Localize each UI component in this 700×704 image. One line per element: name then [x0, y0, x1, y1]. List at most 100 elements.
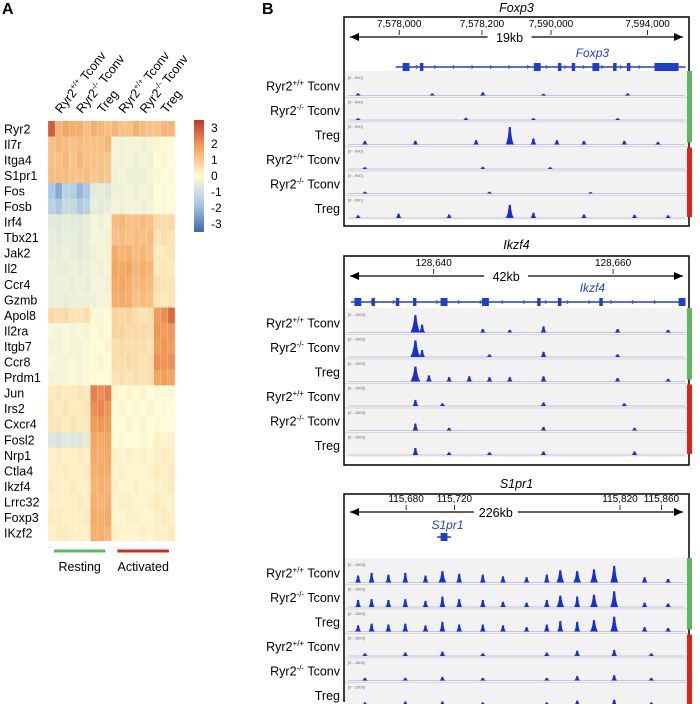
heatmap	[47, 121, 176, 542]
track-label-main: Ryr2	[270, 177, 296, 191]
heatmap-cell	[69, 400, 77, 417]
column-label: Treg	[95, 87, 122, 116]
gene-name: Foxp3	[576, 46, 610, 60]
heatmap-cell	[153, 245, 162, 262]
track-label-sup: -/-	[297, 413, 305, 422]
gene-exon	[654, 63, 679, 71]
heatmap-cell	[139, 494, 147, 511]
heatmap-cell	[118, 432, 126, 448]
heatmap-cell	[118, 229, 126, 246]
gene-exon	[599, 298, 603, 306]
signal-peak	[361, 191, 368, 194]
heatmap-cell	[132, 136, 140, 153]
gene-strand-arrow	[434, 64, 437, 70]
heatmap-cell	[167, 400, 176, 417]
heatmap-cell	[167, 385, 176, 402]
heatmap-cell	[111, 229, 119, 246]
heatmap-cell	[55, 152, 63, 168]
heatmap-cell	[160, 338, 169, 355]
heatmap-cell	[118, 463, 126, 479]
signal-peak	[543, 652, 550, 656]
gene-exon	[613, 63, 617, 71]
heatmap-cell	[125, 307, 133, 324]
heatmap-cell	[132, 354, 140, 371]
panel-b-letter: B	[262, 1, 274, 18]
group-label: Activated	[117, 560, 168, 574]
heatmap-cell	[48, 229, 56, 246]
heatmap-cell	[125, 121, 133, 137]
heatmap-cell	[83, 323, 91, 339]
gene-label: Ctla4	[4, 464, 33, 478]
heatmap-cell	[62, 416, 70, 433]
heatmap-cell	[153, 214, 162, 231]
heatmap-cell	[118, 183, 126, 200]
heatmap-cell	[104, 478, 112, 495]
heatmap-cell	[139, 447, 147, 464]
span-label: 19kb	[496, 31, 523, 45]
gene-exon	[354, 298, 362, 306]
heatmap-cell	[76, 323, 84, 339]
span-label-bg	[487, 29, 532, 45]
heatmap-cell	[132, 400, 140, 417]
signal-peak	[456, 573, 463, 583]
activated-group-bar	[687, 147, 692, 217]
heatmap-cell	[62, 338, 70, 355]
heatmap-cell	[97, 292, 105, 308]
heatmap-cell	[167, 292, 176, 308]
axis-arrow-left	[350, 272, 359, 280]
locus-title: S1pr1	[500, 477, 533, 491]
signal-peak	[621, 140, 628, 145]
signal-peak	[439, 677, 446, 681]
gene-label: Ccr8	[4, 356, 30, 370]
heatmap-cell	[76, 121, 84, 137]
track-scale: [0 - 1500]	[348, 636, 365, 641]
signal-peak	[574, 650, 581, 656]
heatmap-cell	[146, 525, 155, 542]
heatmap-cell	[97, 385, 105, 402]
heatmap-cell	[55, 478, 63, 495]
heatmap-cell	[69, 463, 77, 479]
track-label-main: Ryr2	[266, 390, 292, 404]
track-label-main: Ryr2	[270, 664, 296, 678]
gene-exon	[440, 533, 448, 541]
resting-group-bar	[687, 558, 692, 630]
heatmap-cell	[111, 463, 119, 479]
heatmap-cell	[167, 463, 176, 479]
heatmap-cell	[69, 354, 77, 371]
heatmap-cell	[55, 167, 63, 184]
gene-label: Cxcr4	[4, 418, 37, 432]
signal-peak	[505, 204, 514, 218]
heatmap-cell	[48, 183, 56, 200]
signal-peak	[486, 354, 493, 357]
gene-label: Prdm1	[4, 371, 41, 385]
signal-peak	[543, 600, 550, 607]
heatmap-cell	[111, 494, 119, 511]
track-label: Ryr2+/+ Tconv	[266, 565, 341, 580]
gene-label: S1pr1	[4, 169, 37, 183]
gene-exon	[557, 63, 562, 71]
signal-peak	[574, 596, 581, 607]
heatmap-cell	[62, 447, 70, 464]
heatmap-cell	[97, 338, 105, 355]
colorbar-tick-label: 2	[211, 137, 218, 151]
heatmap-cell	[125, 369, 133, 386]
heatmap-cell	[62, 494, 70, 511]
track-label: Treg	[315, 365, 340, 379]
heatmap-cell	[132, 494, 140, 511]
signal-peak	[610, 591, 619, 607]
heatmap-cell	[139, 478, 147, 495]
column-label-sup: -/-	[89, 80, 101, 92]
heatmap-cell	[111, 307, 119, 324]
track-label: Ryr2-/- Tconv	[270, 590, 341, 605]
signal-peak	[641, 577, 648, 583]
heatmap-cell	[55, 136, 63, 153]
heatmap-cell	[146, 416, 155, 433]
signal-peak	[410, 315, 421, 333]
heatmap-cell	[111, 167, 119, 184]
signal-peak	[402, 623, 409, 632]
heatmap-cell	[90, 338, 98, 355]
signal-peak	[429, 93, 436, 96]
heatmap-cell	[146, 369, 155, 386]
heatmap-cell	[83, 447, 91, 464]
heatmap-cell	[69, 292, 77, 308]
